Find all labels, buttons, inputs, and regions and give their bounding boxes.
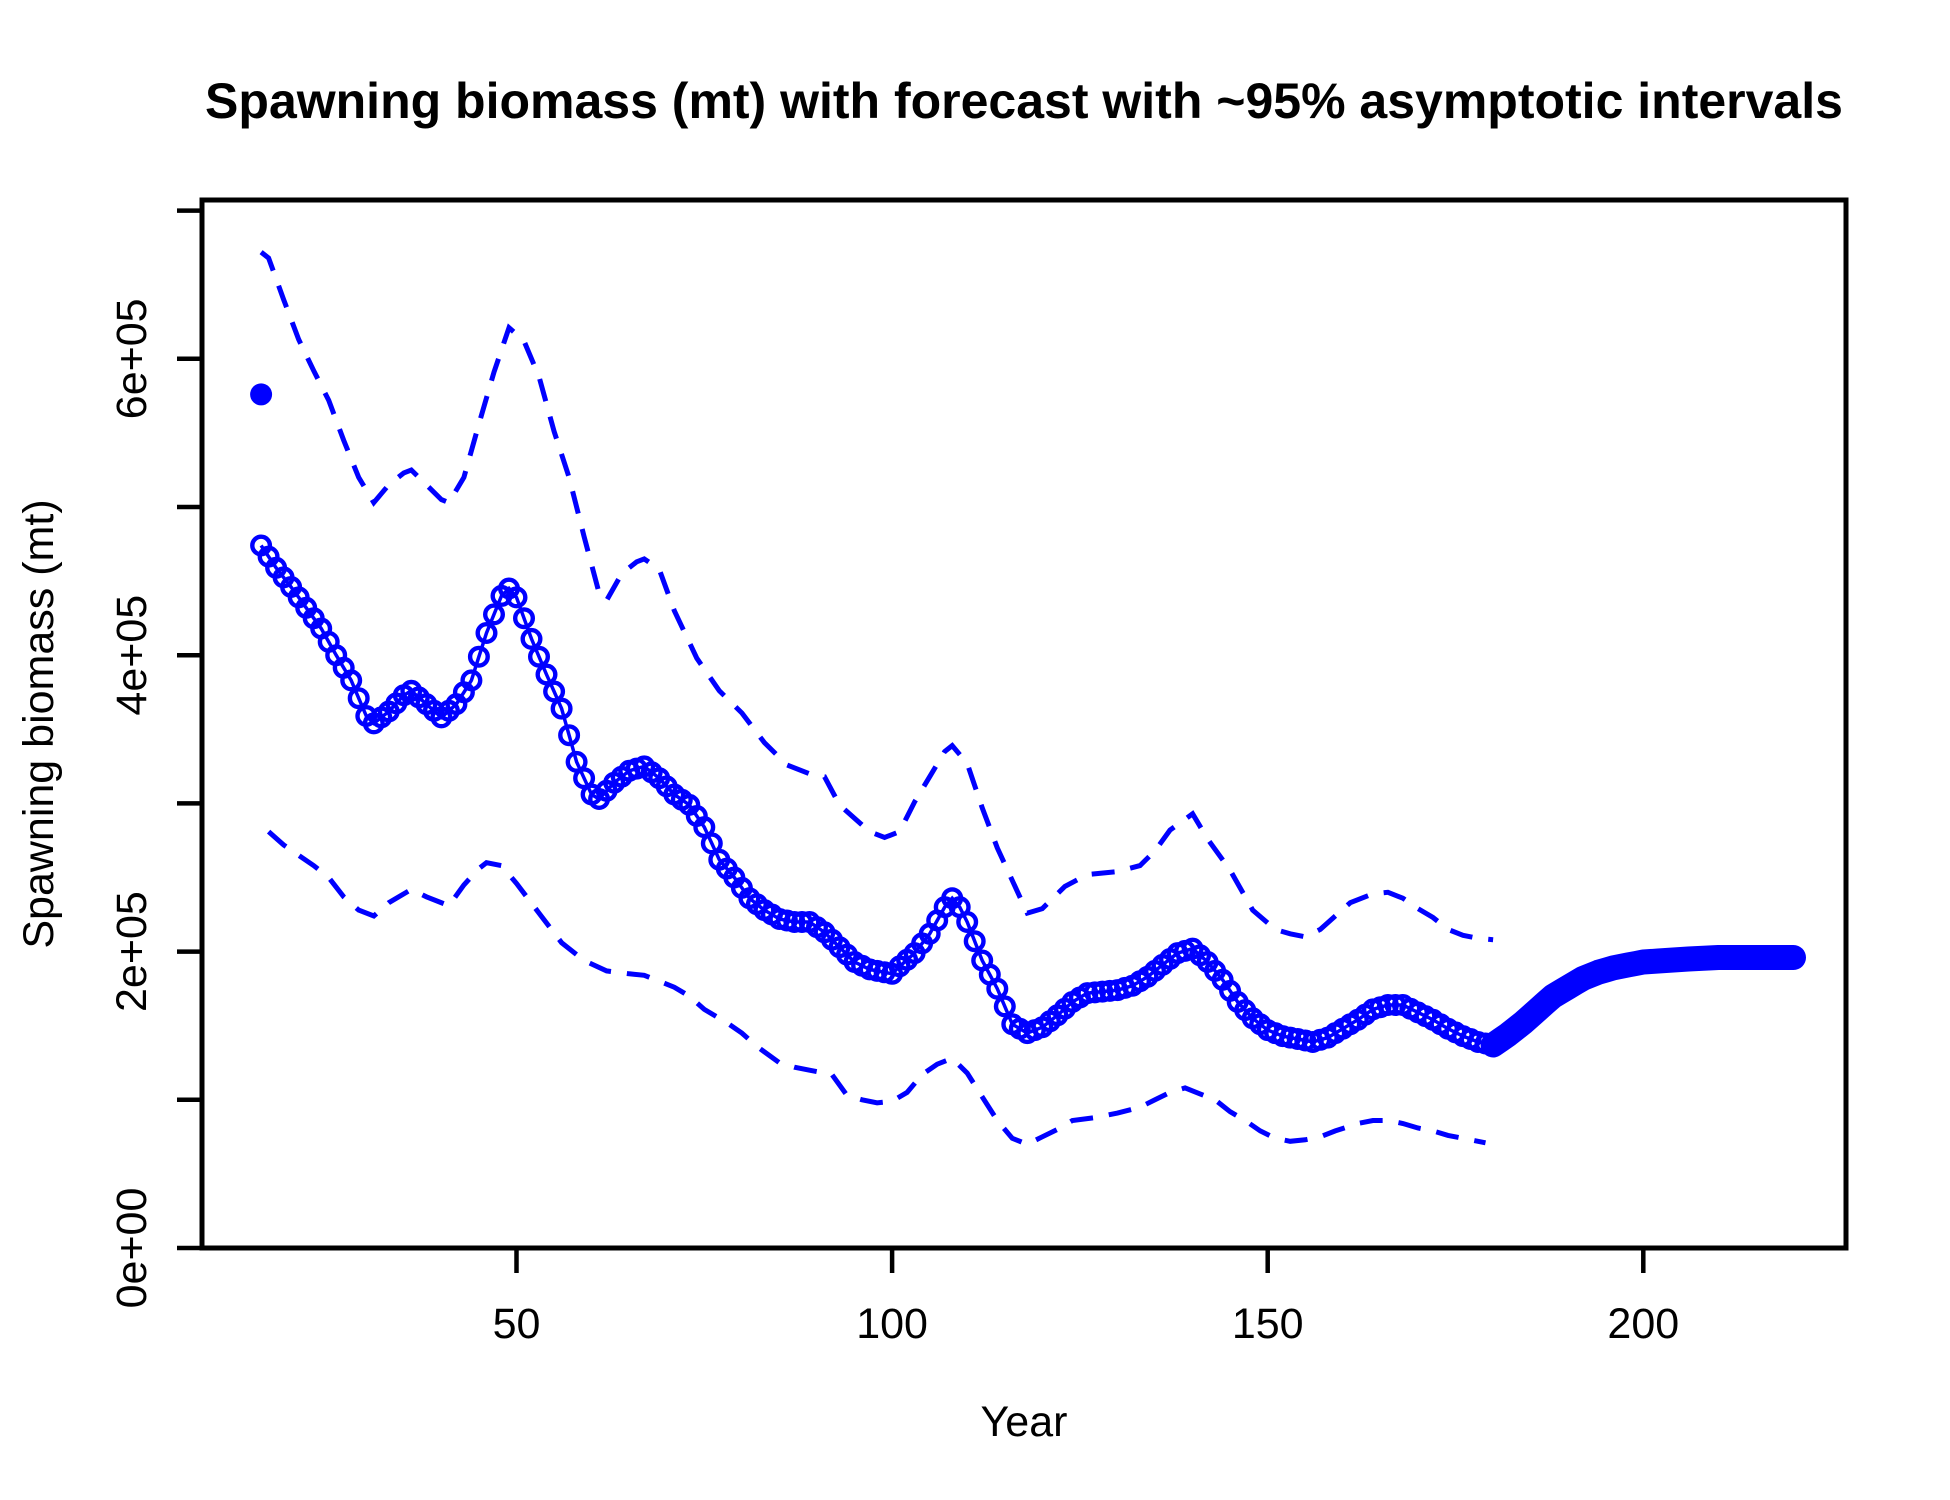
virgin-biomass-point: [250, 383, 273, 406]
x-tick-label: 150: [1232, 1300, 1304, 1348]
estimate-point: [505, 586, 528, 609]
estimate-point: [535, 663, 558, 686]
x-tick-label: 200: [1607, 1300, 1679, 1348]
plot-frame: [199, 197, 1849, 1251]
estimate-point: [467, 645, 490, 668]
upper-interval-line: [259, 250, 1494, 943]
estimate-point: [513, 607, 536, 630]
plot-border: [199, 197, 1849, 1251]
x-axis-label: Year: [980, 1398, 1068, 1446]
estimate-point: [986, 977, 1009, 1000]
estimate-point: [963, 930, 986, 953]
estimate-point: [340, 669, 363, 692]
estimate-point: [783, 911, 806, 934]
estimate-markers: [250, 534, 1505, 1056]
x-tick-label: 50: [493, 1300, 541, 1348]
lower-interval-line: [266, 829, 1486, 1148]
y-tick-label: 0e+00: [108, 1188, 156, 1309]
estimate-point: [347, 687, 370, 710]
estimate-point: [528, 645, 551, 668]
estimate-point: [520, 627, 543, 650]
estimate-point: [543, 680, 566, 703]
estimate-point: [558, 724, 581, 747]
y-tick-label: 2e+05: [108, 891, 156, 1012]
estimate-point: [1376, 994, 1399, 1017]
estimate-point: [483, 603, 506, 626]
estimate-point: [460, 669, 483, 692]
estimate-point: [475, 622, 498, 645]
estimate-point: [1076, 982, 1099, 1005]
y-tick-label: 4e+05: [108, 595, 156, 716]
estimate-point: [993, 995, 1016, 1018]
y-axis: 0e+00 2e+05 4e+05 6e+05: [108, 208, 202, 1309]
forecast-band: [1480, 945, 1806, 1058]
estimate-point: [1091, 980, 1114, 1003]
x-tick-label: 100: [856, 1300, 928, 1348]
x-axis: 50 100 150 200: [493, 1248, 1679, 1348]
estimate-point: [956, 911, 979, 934]
y-tick-label: 6e+05: [108, 298, 156, 419]
y-axis-label: Spawning biomass (mt): [15, 499, 63, 949]
estimate-point: [550, 697, 573, 720]
chart-title: Spawning biomass (mt) with forecast with…: [205, 73, 1843, 129]
